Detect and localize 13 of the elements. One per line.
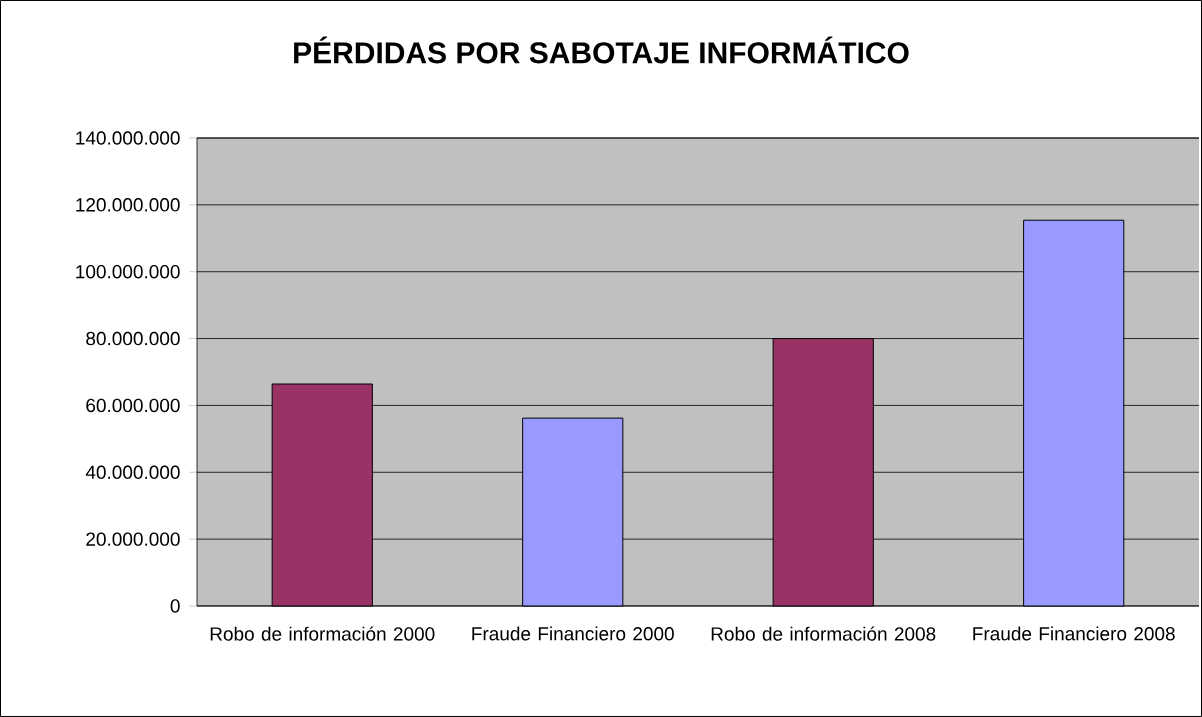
y-tick-label: 40.000.000 [85, 465, 180, 479]
y-tick-label: 140.000.000 [76, 131, 180, 145]
x-tick-label: Fraude Financiero 2000 [472, 626, 674, 641]
x-tick-label: Fraude Financiero 2008 [973, 626, 1175, 641]
x-tick-label: Robo de información 2008 [711, 626, 936, 641]
y-tick-label: 20.000.000 [86, 532, 180, 546]
y-tick-label: 120.000.000 [76, 198, 180, 212]
x-tick-label: Robo de información 2000 [210, 626, 435, 641]
chart-title: PÉRDIDAS POR SABOTAJE INFORMÁTICO [294, 36, 909, 64]
y-tick-label: 0 [170, 599, 180, 613]
y-tick-label: 60.000.000 [86, 398, 180, 413]
y-tick-label: 100.000.000 [76, 264, 180, 279]
y-tick-label: 80.000.000 [86, 331, 180, 346]
